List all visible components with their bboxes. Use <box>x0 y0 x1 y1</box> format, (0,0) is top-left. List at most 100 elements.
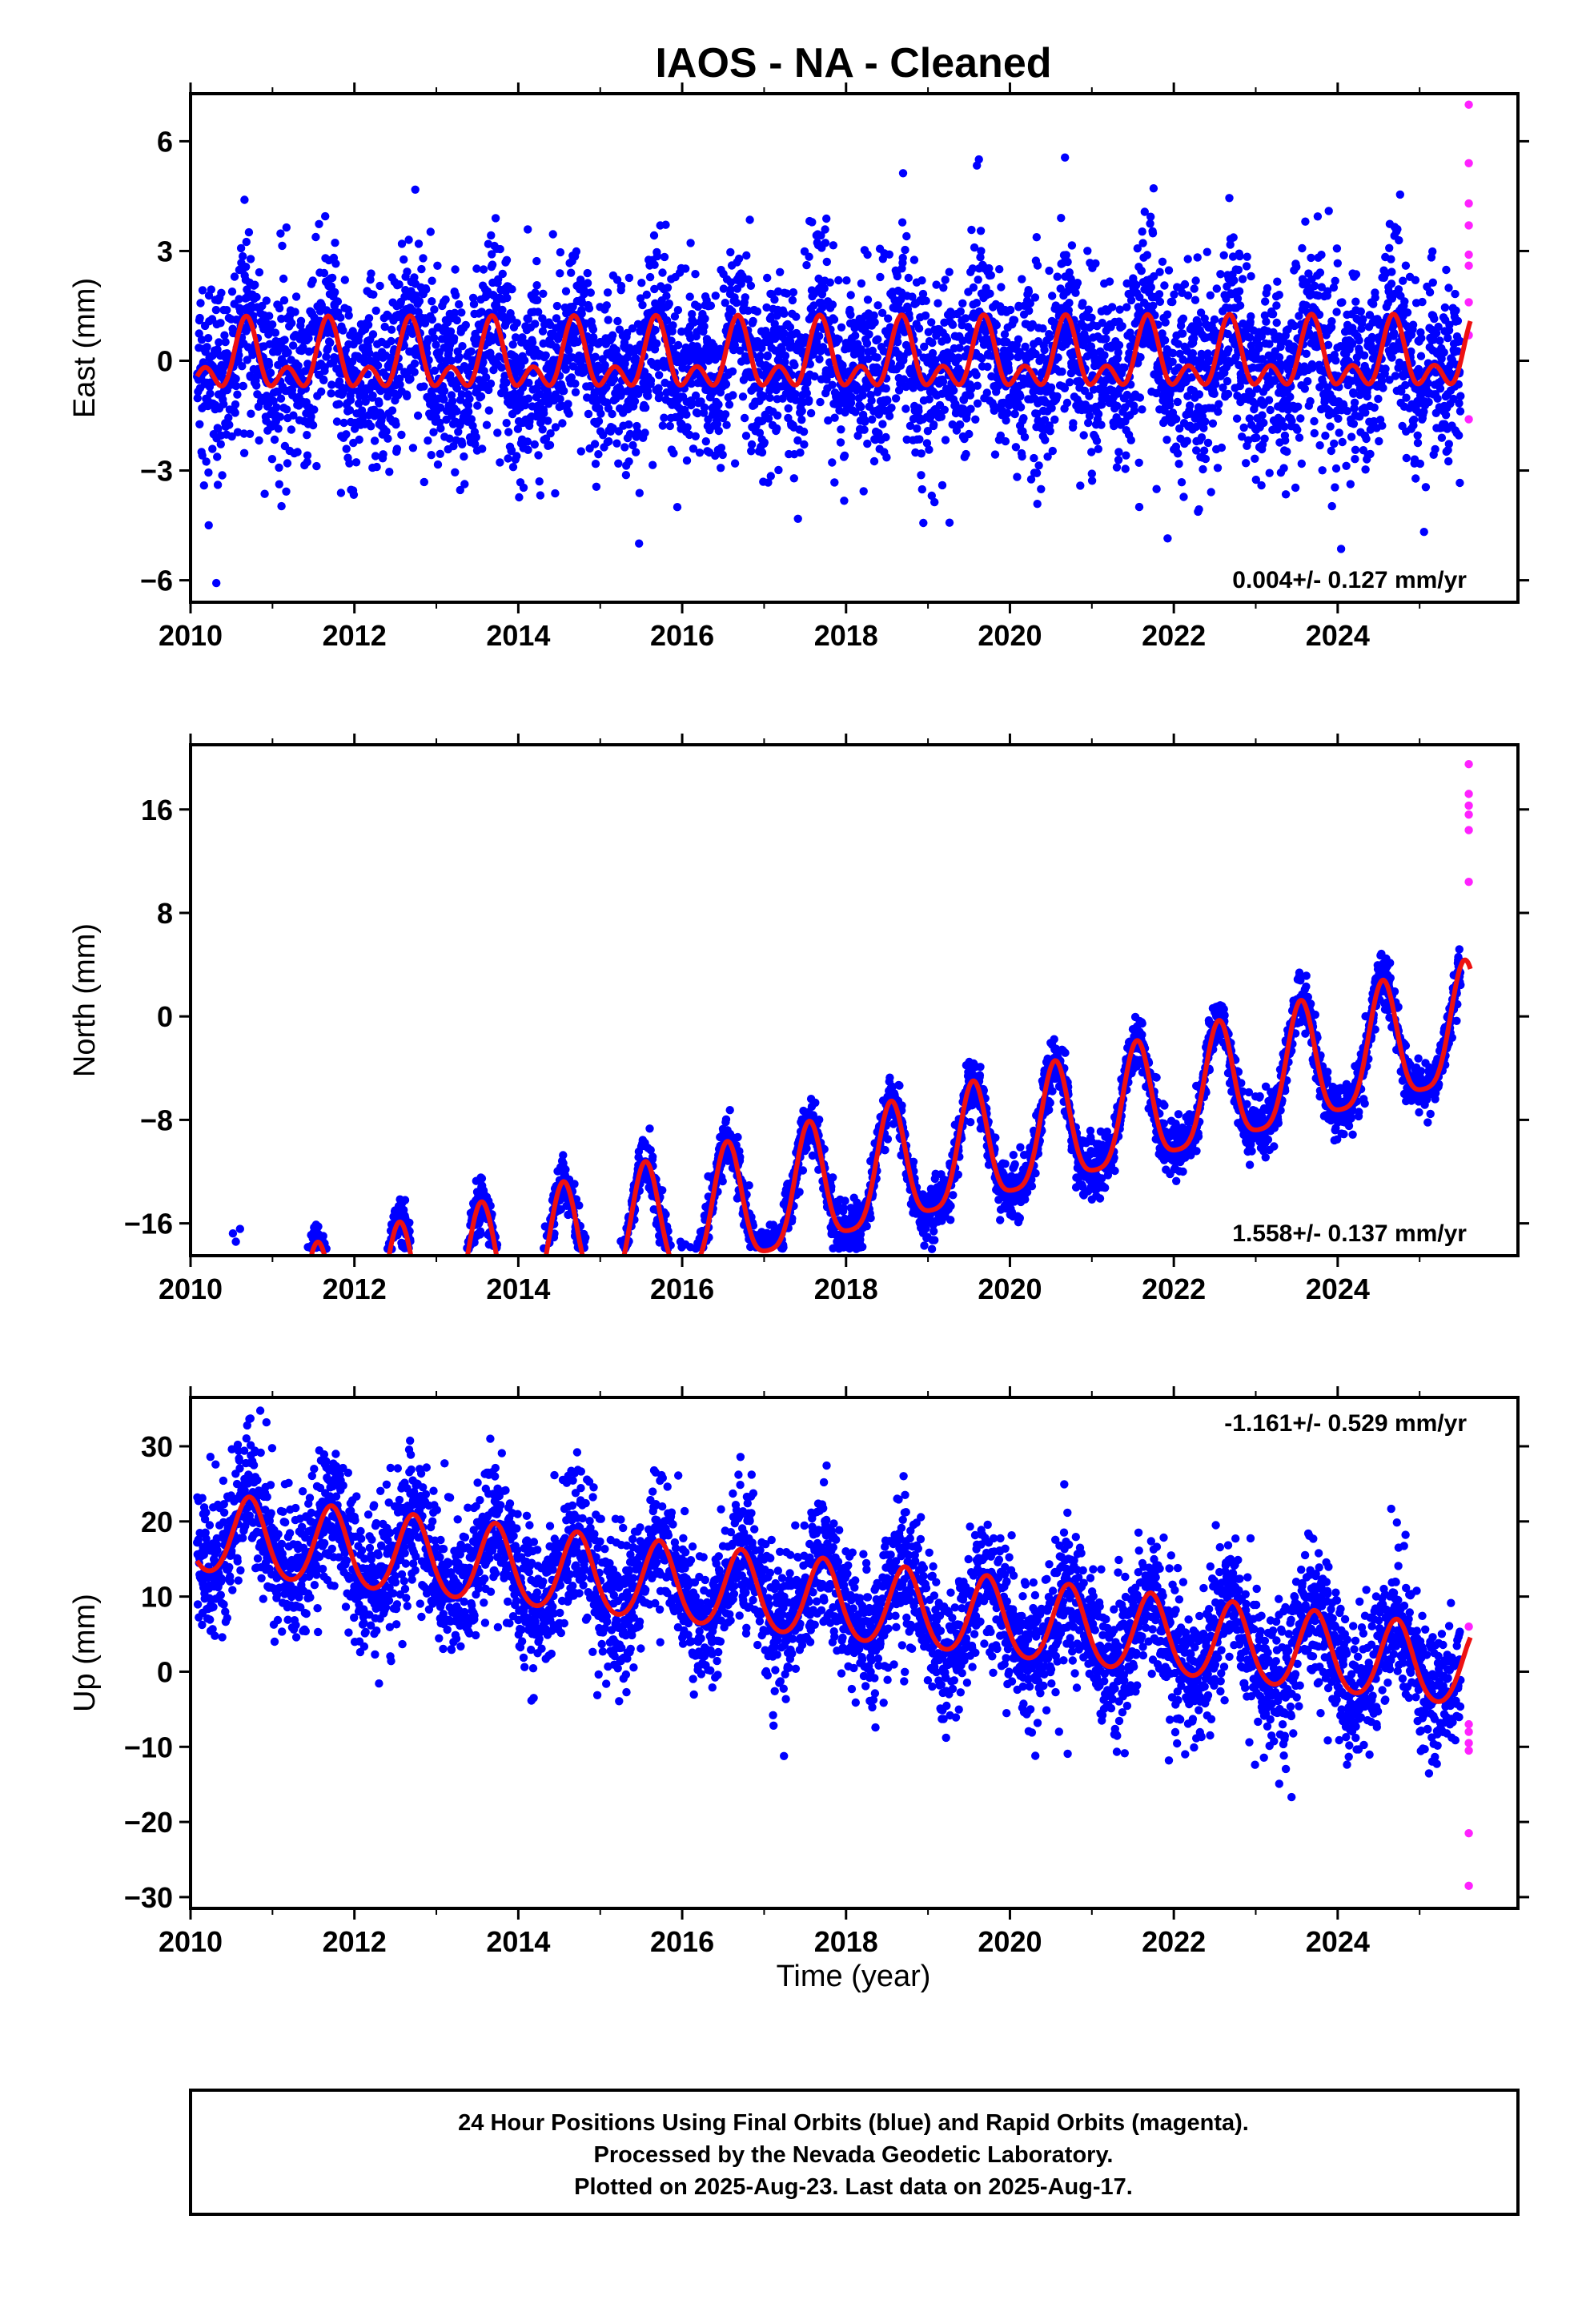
east-final-orbit-point <box>507 446 516 455</box>
east-final-orbit-point <box>592 482 601 491</box>
east-final-orbit-point <box>967 225 976 235</box>
east-final-orbit-point <box>1259 418 1268 428</box>
east-final-orbit-point <box>239 251 247 261</box>
east-final-orbit-point <box>863 250 872 259</box>
east-final-orbit-point <box>1032 233 1042 242</box>
east-final-orbit-point <box>909 255 919 264</box>
east-final-orbit-point <box>1146 283 1156 292</box>
east-final-orbit-point <box>451 468 460 476</box>
east-final-orbit-point <box>842 276 851 285</box>
east-final-orbit-point <box>342 444 351 453</box>
east-final-orbit-point <box>1260 434 1269 443</box>
east-final-orbit-point <box>251 280 259 289</box>
east-final-orbit-point <box>204 521 213 530</box>
east-final-orbit-point <box>632 448 640 456</box>
east-final-orbit-point <box>240 195 249 204</box>
east-final-orbit-point <box>1413 438 1423 448</box>
east-final-orbit-point <box>534 451 543 460</box>
east-final-orbit-point <box>1264 396 1274 404</box>
east-final-orbit-point <box>289 411 298 420</box>
east-final-orbit-point <box>556 247 565 257</box>
east-final-orbit-point <box>464 400 473 410</box>
east-final-orbit-point <box>280 336 289 344</box>
east-final-orbit-point <box>380 322 389 332</box>
east-final-orbit-point <box>1013 472 1022 481</box>
east-final-orbit-point <box>652 251 662 261</box>
east-final-orbit-point <box>873 353 881 362</box>
east-final-orbit-point <box>1330 439 1339 448</box>
east-final-orbit-point <box>1331 464 1341 473</box>
east-final-orbit-point <box>1258 411 1267 420</box>
east-rapid-orbit-point <box>1464 261 1473 270</box>
east-final-orbit-point <box>428 276 436 285</box>
east-final-orbit-point <box>207 285 215 294</box>
east-final-orbit-point <box>220 331 229 340</box>
east-final-orbit-point <box>612 346 621 355</box>
east-final-orbit-point <box>1433 394 1442 403</box>
east-final-orbit-point <box>571 379 580 388</box>
east-final-orbit-point <box>800 440 809 449</box>
east-final-orbit-point <box>532 256 541 266</box>
east-final-orbit-point <box>382 372 391 380</box>
east-final-orbit-point <box>400 255 408 264</box>
east-final-orbit-point <box>1351 270 1361 279</box>
east-final-orbit-point <box>986 271 996 279</box>
east-final-orbit-point <box>1363 392 1372 401</box>
east-final-orbit-point <box>1411 275 1420 284</box>
east-final-orbit-point <box>717 464 725 472</box>
east-final-orbit-point <box>385 468 394 476</box>
east-final-orbit-point <box>714 426 723 436</box>
east-final-orbit-point <box>635 539 644 548</box>
east-final-orbit-point <box>242 237 251 247</box>
east-final-orbit-point <box>193 394 202 403</box>
east-final-orbit-point <box>572 247 581 256</box>
east-final-orbit-point <box>331 287 339 297</box>
east-final-orbit-point <box>560 387 568 396</box>
east-final-orbit-point <box>624 273 634 283</box>
east-final-orbit-point <box>765 393 774 402</box>
east-final-orbit-point <box>1224 345 1233 354</box>
east-final-orbit-point <box>472 264 481 273</box>
east-final-orbit-point <box>1084 418 1093 428</box>
east-final-orbit-point <box>344 311 353 320</box>
east-final-orbit-point <box>763 351 772 360</box>
east-final-orbit-point <box>1154 290 1164 299</box>
east-final-orbit-point <box>417 264 426 274</box>
east-final-orbit-point <box>927 318 936 327</box>
east-final-orbit-point <box>450 308 460 317</box>
east-final-orbit-point <box>700 403 709 412</box>
east-final-orbit-point <box>1069 419 1078 428</box>
east-final-orbit-point <box>1217 443 1227 452</box>
east-final-orbit-point <box>938 480 947 490</box>
east-final-orbit-point <box>275 412 284 421</box>
east-final-orbit-point <box>962 449 970 459</box>
east-final-orbit-point <box>1334 414 1343 423</box>
east-final-orbit-point <box>825 278 835 287</box>
east-final-orbit-point <box>789 474 798 483</box>
east-final-orbit-point <box>770 295 779 304</box>
east-final-orbit-point <box>1006 352 1015 361</box>
east-final-orbit-point <box>1065 299 1074 308</box>
east-final-orbit-point <box>428 297 436 306</box>
east-final-orbit-point <box>208 444 217 453</box>
east-final-orbit-point <box>436 403 445 412</box>
east-final-orbit-point <box>1010 409 1019 419</box>
east-final-orbit-point <box>502 378 511 387</box>
east-final-orbit-point <box>1261 297 1270 306</box>
east-final-orbit-point <box>488 260 497 269</box>
east-final-orbit-point <box>836 438 845 447</box>
east-final-orbit-point <box>1252 433 1261 442</box>
east-final-orbit-point <box>291 292 301 301</box>
east-final-orbit-point <box>654 384 663 392</box>
east-final-orbit-point <box>368 391 377 400</box>
east-final-orbit-point <box>600 360 609 370</box>
east-final-orbit-point <box>508 340 517 349</box>
east-final-orbit-point <box>1180 279 1190 289</box>
east-final-orbit-point <box>428 315 437 324</box>
east-final-orbit-point <box>596 409 605 418</box>
east-final-orbit-point <box>815 355 824 364</box>
east-final-orbit-point <box>195 420 204 428</box>
east-final-orbit-point <box>213 452 222 461</box>
east-final-orbit-point <box>904 273 913 283</box>
east-final-orbit-point <box>1370 403 1379 412</box>
